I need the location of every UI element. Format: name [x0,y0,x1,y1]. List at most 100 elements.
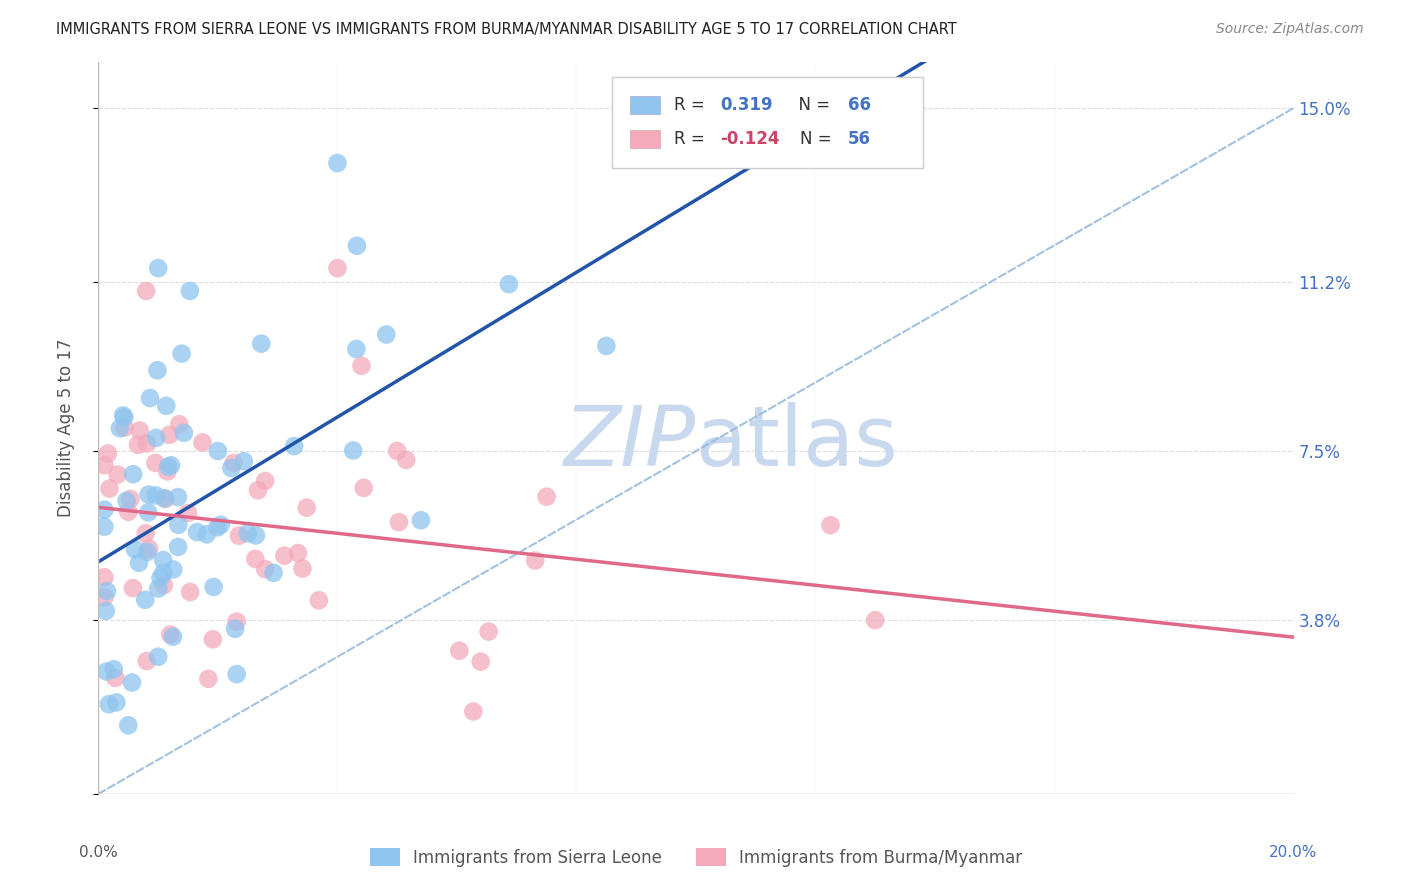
Point [115,493,138,508]
Point [478,624,501,639]
Point [207,520,229,534]
Point [153,491,176,506]
Point [112,410,135,425]
Point [94,604,117,618]
Point [179,284,201,298]
Text: ZIP: ZIP [564,402,696,483]
Point [254,562,277,576]
Point [353,481,375,495]
Point [470,655,492,669]
Point [148,582,170,596]
Text: N =: N = [800,130,837,148]
Point [98,482,121,496]
Point [128,556,150,570]
Point [117,718,139,732]
Point [409,513,432,527]
Point [536,490,558,504]
Point [148,649,170,664]
Point [167,517,190,532]
Legend: Immigrants from Sierra Leone, Immigrants from Burma/Myanmar: Immigrants from Sierra Leone, Immigrants… [363,842,1029,873]
Point [93,591,115,605]
Point [173,425,195,440]
Point [346,238,368,252]
Text: R =: R = [675,130,710,148]
Text: Source: ZipAtlas.com: Source: ZipAtlas.com [1216,22,1364,37]
Point [159,627,181,641]
Point [595,339,617,353]
Point [160,458,183,473]
Point [156,465,179,479]
Point [388,515,411,529]
Point [103,662,125,676]
Point [157,459,180,474]
Point [97,698,120,712]
Point [120,491,142,506]
Point [105,696,128,710]
Point [96,665,118,679]
Point [167,540,190,554]
Point [228,529,250,543]
Text: -0.124: -0.124 [720,130,779,148]
Point [148,261,170,276]
Point [395,453,418,467]
Point [308,593,330,607]
Point [169,417,191,432]
Point [93,502,115,516]
Point [273,549,295,563]
Text: 20.0%: 20.0% [1270,845,1317,860]
Point [177,506,200,520]
Point [138,541,160,556]
Point [326,261,349,276]
Point [245,528,267,542]
Point [152,566,174,580]
Point [114,420,136,434]
Point [128,424,150,438]
Point [236,526,259,541]
Point [201,632,224,647]
Text: IMMIGRANTS FROM SIERRA LEONE VS IMMIGRANTS FROM BURMA/MYANMAR DISABILITY AGE 5 T: IMMIGRANTS FROM SIERRA LEONE VS IMMIGRAN… [56,22,957,37]
Point [250,336,273,351]
Point [254,474,277,488]
Point [135,526,157,541]
Point [104,671,127,685]
Point [222,456,245,470]
Point [97,446,120,460]
Point [93,458,115,473]
Text: R =: R = [675,95,710,114]
Point [135,436,157,450]
Point [245,552,267,566]
Point [124,542,146,557]
Point [127,438,149,452]
Point [197,672,219,686]
Point [498,277,520,292]
Point [107,467,129,482]
Point [162,562,184,576]
Point [121,675,143,690]
Point [145,488,167,502]
Point [159,428,181,442]
Point [209,517,232,532]
Point [93,519,115,533]
Point [153,578,176,592]
Point [152,553,174,567]
Point [139,391,162,405]
Text: 56: 56 [848,130,870,148]
FancyBboxPatch shape [613,77,922,169]
Point [225,615,247,629]
Point [202,580,225,594]
Point [145,431,167,445]
Point [122,581,145,595]
Y-axis label: Disability Age 5 to 17: Disability Age 5 to 17 [56,339,75,517]
Point [122,467,145,482]
Point [350,359,373,373]
Point [291,561,314,575]
Point [342,443,364,458]
Point [449,643,471,657]
Point [162,630,184,644]
FancyBboxPatch shape [630,95,661,114]
Point [221,461,243,475]
Point [155,491,177,506]
Point [149,571,172,585]
Point [186,524,208,539]
Point [179,585,201,599]
